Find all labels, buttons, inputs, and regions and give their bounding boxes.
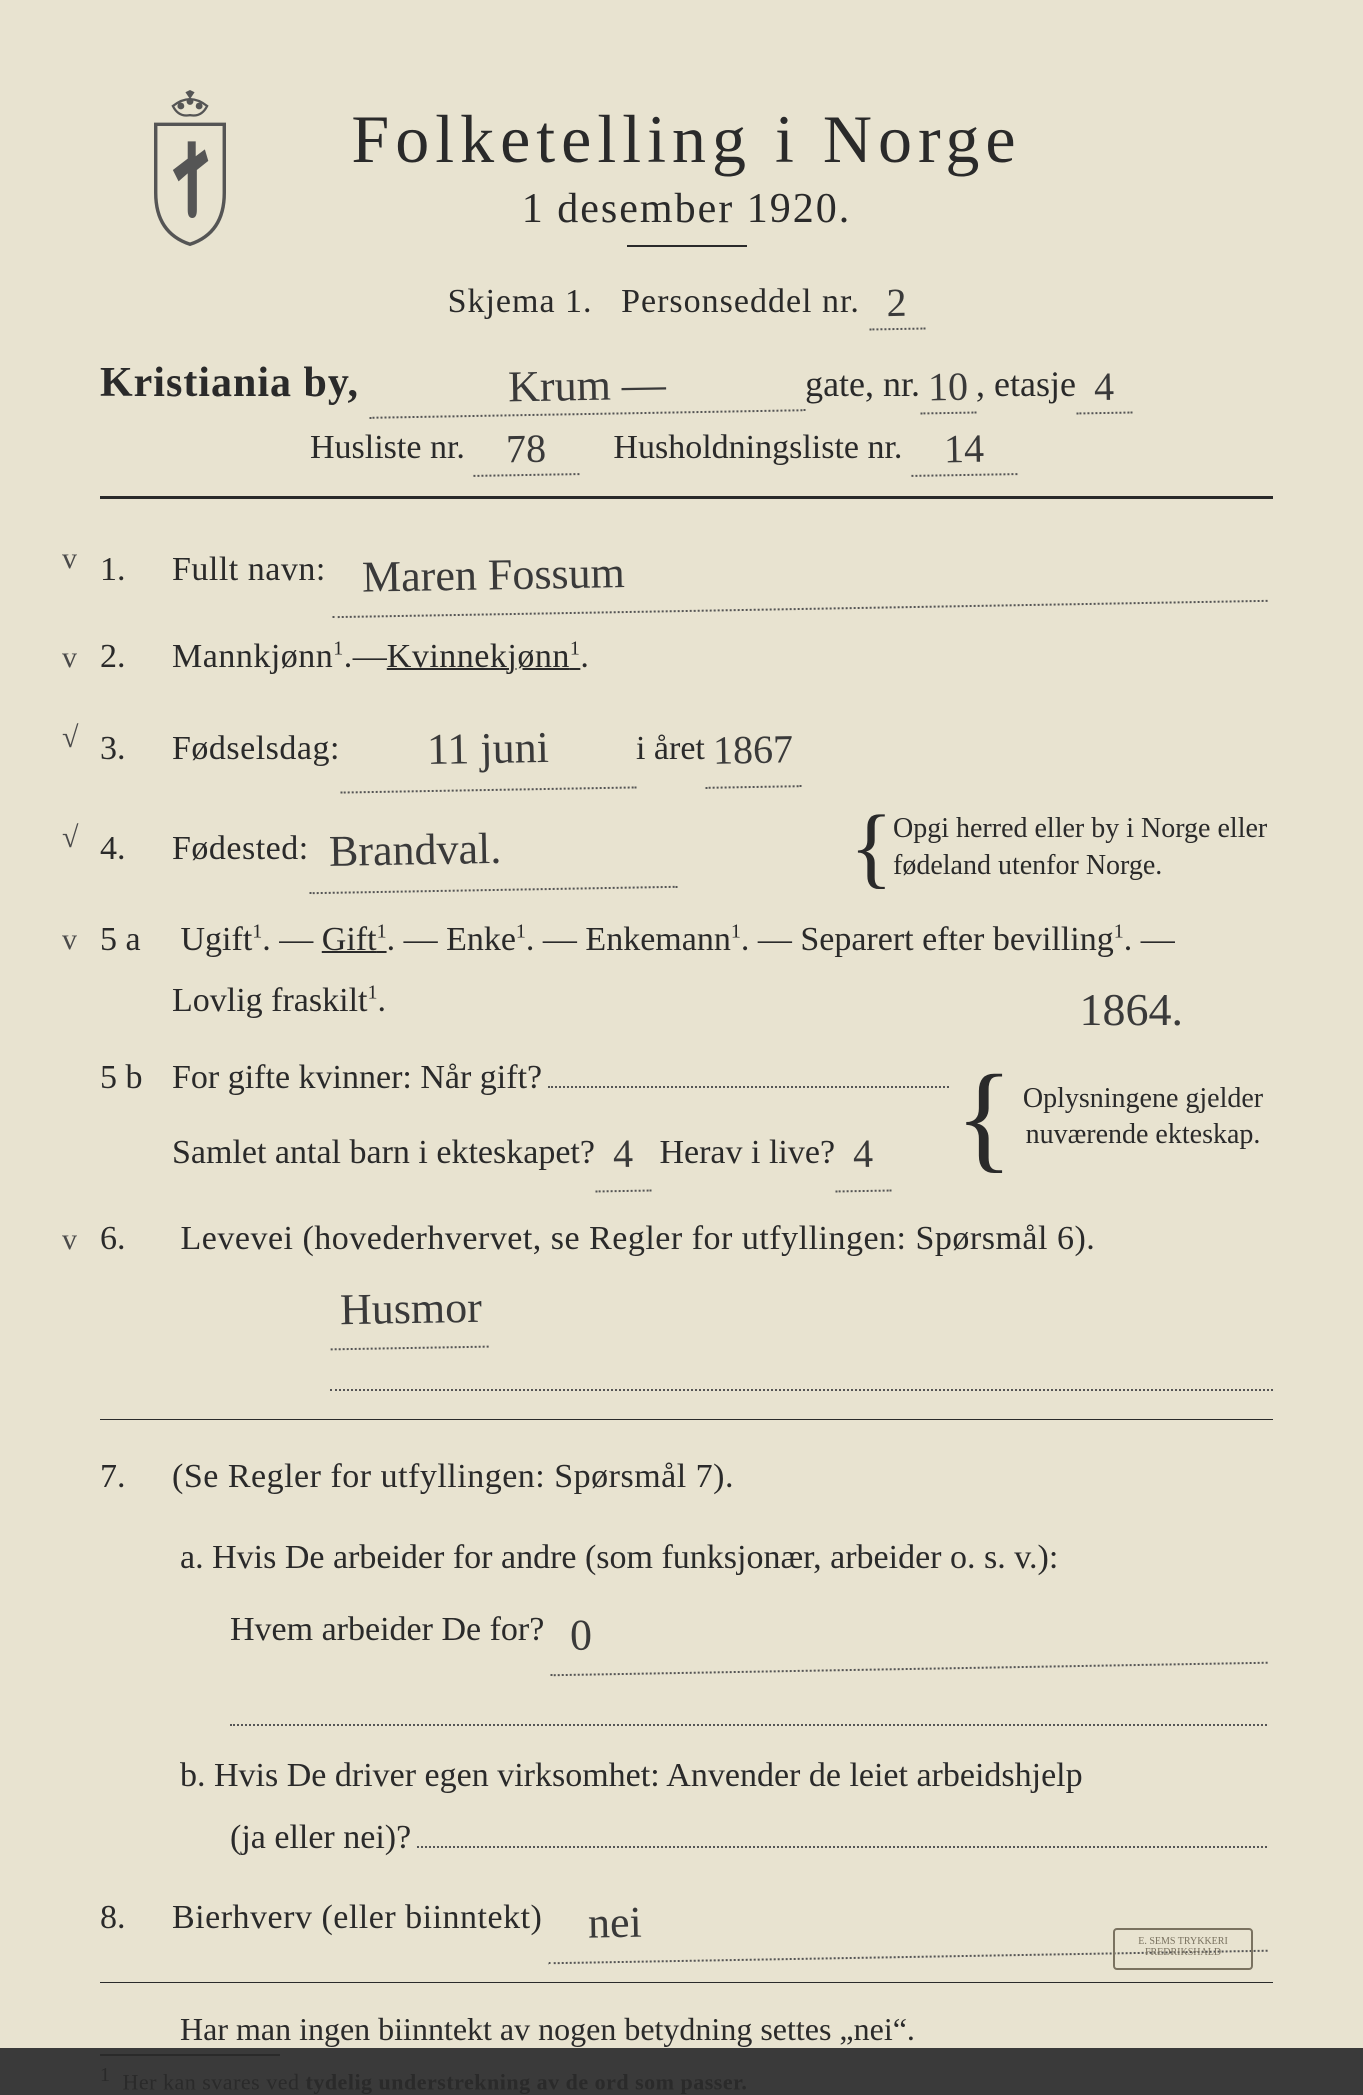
q6-value: Husmor — [329, 1271, 488, 1351]
q6-num: 6. — [100, 1210, 172, 1268]
q3-num: 3. — [100, 720, 172, 778]
footnote-divider — [100, 2054, 280, 2056]
q6-blank-line — [330, 1345, 1273, 1391]
mid-divider — [100, 1419, 1273, 1420]
q5a-opt-4: Separert efter bevilling1 — [800, 921, 1123, 958]
coat-of-arms-icon — [130, 90, 250, 250]
q7a-blank — [230, 1684, 1267, 1726]
brace-icon: { — [850, 825, 893, 870]
subtitle-date: 1 desember 1920. — [100, 185, 1273, 233]
q5b-row: 5 b For gifte kvinner: Når gift? Samlet … — [100, 1046, 1273, 1189]
personseddel-nr: 2 — [869, 279, 926, 331]
personseddel-label: Personseddel nr. — [621, 283, 860, 320]
q1-value: Maren Fossum — [331, 525, 1267, 618]
checkmark-icon: v — [62, 1214, 77, 1265]
q5b-l1: For gifte kvinner: Når gift? — [172, 1049, 542, 1107]
q4-value: Brandval. — [308, 809, 677, 894]
q2-female: Kvinnekjønn1 — [387, 628, 581, 686]
q7a-label: a. Hvis De arbeider for andre (som funks… — [180, 1528, 1273, 1588]
q7b-value — [417, 1806, 1267, 1848]
husliste-nr: 78 — [473, 424, 580, 477]
q3-label: Fødselsdag: — [172, 720, 340, 778]
q7a-q: Hvem arbeider De for? — [230, 1600, 544, 1660]
city-label: Kristiania by, — [100, 359, 359, 407]
q2-num: 2. — [100, 628, 172, 686]
q5b-gift-year — [548, 1046, 949, 1088]
footnote-num: 1 — [100, 2064, 111, 2086]
q5a-opt-2: Enke1 — [446, 921, 526, 958]
skjema-prefix: Skjema 1. — [448, 283, 593, 320]
footnote: 1 Her kan svares ved tydelig understrekn… — [100, 2064, 1273, 2095]
gate-label: gate, nr. — [805, 363, 920, 405]
q4-label: Fødested: — [172, 820, 309, 878]
form-header: Folketelling i Norge 1 desember 1920. — [100, 100, 1273, 247]
husholdning-nr: 14 — [911, 424, 1018, 477]
lower-divider — [100, 1982, 1273, 1983]
husliste-label: Husliste nr. — [310, 429, 465, 466]
q5b-children-alive: 4 — [834, 1120, 891, 1193]
printer-stamp: E. SEMS TRYKKERI FREDRIKSHALD — [1113, 1928, 1253, 1970]
skjema-line: Skjema 1. Personseddel nr. 2 — [100, 275, 1273, 326]
note-line: Har man ingen biinntekt av nogen betydni… — [180, 2011, 1273, 2048]
q5a-opt-3: Enkemann1 — [585, 921, 740, 958]
q1-label: Fullt navn: — [172, 541, 326, 599]
census-form-page: Folketelling i Norge 1 desember 1920. Sk… — [0, 0, 1363, 2048]
q7-label: (Se Regler for utfyllingen: Spørsmål 7). — [172, 1448, 734, 1506]
q6-row: v 6. Levevei (hovederhvervet, se Regler … — [100, 1210, 1273, 1391]
street-name: Krum — — [369, 356, 806, 419]
gate-nr: 10 — [920, 363, 977, 415]
q5b-num: 5 b — [100, 1049, 172, 1107]
q2-male: Mannkjønn1. — [172, 628, 353, 686]
q5b-aside: Oplysningene gjelder nuværende ekteskap. — [1013, 1081, 1273, 1154]
etasje-label: , etasje — [976, 363, 1076, 405]
husholdning-label: Husholdningsliste nr. — [613, 429, 902, 466]
q7b-block: b. Hvis De driver egen virksomhet: Anven… — [180, 1746, 1273, 1867]
q2-row: v 2. Mannkjønn1. — Kvinnekjønn1. — [100, 628, 1273, 686]
q7-row: 7. (Se Regler for utfyllingen: Spørsmål … — [100, 1448, 1273, 1506]
q7-num: 7. — [100, 1448, 172, 1506]
q8-row: 8. Bierhverv (eller biinntekt) nei — [100, 1877, 1273, 1954]
q3-row: √ 3. Fødselsdag: 11 juni i året 1867 — [100, 708, 1273, 787]
q4-aside: Opgi herred eller by i Norge eller fødel… — [893, 811, 1273, 884]
q5a-num: 5 a — [100, 909, 172, 970]
q7b-label: b. Hvis De driver egen virksomhet: Anven… — [180, 1746, 1273, 1806]
q4-row: √ 4. Fødested: Brandval. { Opgi herred e… — [100, 808, 1273, 887]
q8-label: Bierhverv (eller biinntekt) — [172, 1889, 542, 1947]
checkmark-icon: v — [62, 913, 77, 967]
q5a-opt-1: Gift1 — [322, 921, 387, 958]
title-divider — [627, 245, 747, 247]
address-line: Kristiania by, Krum — gate, nr. 10 , eta… — [100, 356, 1273, 411]
q5a-options: Ugift1. — Gift1. — Enke1. — Enkemann1. —… — [181, 921, 1175, 958]
q6-label: Levevei (hovederhvervet, se Regler for u… — [181, 1220, 1096, 1257]
q4-num: 4. — [100, 820, 172, 878]
checkmark-icon: v — [62, 632, 77, 683]
q3-year: 1867 — [704, 715, 801, 789]
q5a-opt-0: Ugift1 — [181, 921, 263, 958]
husliste-line: Husliste nr. 78 Husholdningsliste nr. 14 — [310, 421, 1273, 472]
q1-row: v 1. Fullt navn: Maren Fossum — [100, 529, 1273, 606]
checkmark-icon: √ — [62, 812, 78, 863]
q3-mid: i året — [636, 720, 705, 778]
q7a-block: a. Hvis De arbeider for andre (som funks… — [180, 1528, 1273, 1727]
q7a-value: 0 — [550, 1585, 1268, 1676]
q1-num: 1. — [100, 541, 172, 599]
q2-dash: — — [353, 628, 387, 686]
q5b-l2a: Samlet antal barn i ekteskapet? — [172, 1124, 595, 1182]
checkmark-icon: v — [62, 533, 77, 584]
q8-num: 8. — [100, 1889, 172, 1947]
brace-icon: { — [955, 1087, 1013, 1147]
footnote-text: Her kan svares ved tydelig understreknin… — [123, 2069, 748, 2094]
q5b-l2b: Herav i live? — [659, 1124, 835, 1182]
checkmark-icon: √ — [62, 712, 78, 763]
q7b-q: (ja eller nei)? — [230, 1808, 411, 1868]
etasje-nr: 4 — [1076, 363, 1133, 415]
main-title: Folketelling i Norge — [100, 100, 1273, 179]
q5a-row: v 5 a Ugift1. — Gift1. — Enke1. — Enkema… — [100, 909, 1273, 1031]
q5b-annotation: 1864. — [1080, 969, 1184, 1052]
q5a-line2: Lovlig fraskilt1. — [172, 982, 386, 1019]
q3-day-month: 11 juni — [339, 709, 636, 793]
q5b-children-total: 4 — [594, 1120, 651, 1193]
header-divider — [100, 496, 1273, 499]
